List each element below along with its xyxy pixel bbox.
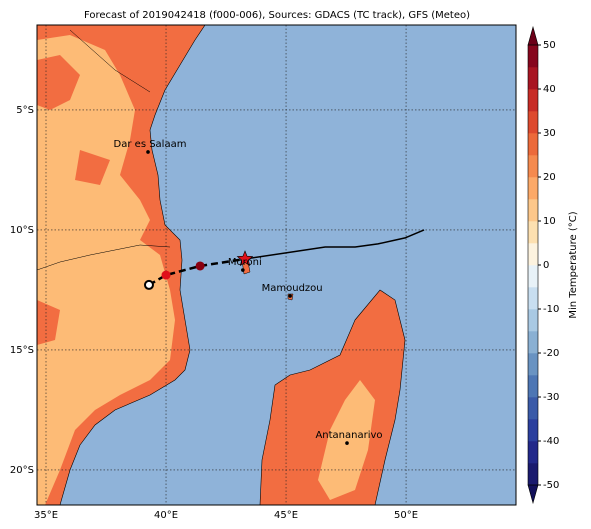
x-tick-label: 40°E xyxy=(154,510,178,521)
colorbar-tick-label: -20 xyxy=(543,348,559,359)
colorbar-tick-label: 30 xyxy=(543,128,556,139)
colorbar-band xyxy=(528,67,538,90)
colorbar-band xyxy=(528,177,538,200)
colorbar-band xyxy=(528,375,538,398)
colorbar-tick-label: 50 xyxy=(543,40,556,51)
colorbar-tick-label: -30 xyxy=(543,392,559,403)
colorbar-band xyxy=(528,441,538,464)
x-tick-label: 35°E xyxy=(34,510,58,521)
city-dot xyxy=(345,441,349,445)
city-label: Mamoudzou xyxy=(262,283,323,294)
y-tick-label: 20°S xyxy=(10,465,34,476)
x-tick-label: 45°E xyxy=(274,510,298,521)
storm-forecast xyxy=(161,270,171,280)
colorbar-band xyxy=(528,133,538,156)
colorbar-band xyxy=(528,221,538,244)
map-area xyxy=(36,24,516,506)
colorbar-band xyxy=(528,45,538,68)
y-tick-label: 15°S xyxy=(10,345,34,356)
colorbar-band xyxy=(528,463,538,486)
dynamic-layer: 35°E 40°E 45°E 50°E 5°S 10°S 15°S 20°S Dar es Sa… xyxy=(10,25,579,521)
colorbar-tick-label: -50 xyxy=(543,480,559,491)
border xyxy=(36,29,171,271)
colorbar-band xyxy=(528,199,538,222)
city-label: Moroni xyxy=(228,257,262,268)
colorbar-tick-label: 10 xyxy=(543,216,556,227)
colorbar-label: Min Temperature (°C) xyxy=(568,211,579,318)
colorbar-tick-label: -10 xyxy=(543,304,559,315)
africa-highland xyxy=(37,35,175,505)
colorbar-band xyxy=(528,353,538,376)
africa-lowland xyxy=(37,55,110,345)
map-title: Forecast of 2019042418 (f000-006), Sourc… xyxy=(84,10,470,21)
city-label: Dar es Salaam xyxy=(114,139,187,150)
colorbar-band xyxy=(528,309,538,332)
forecast-track xyxy=(148,257,246,287)
colorbar-band xyxy=(528,265,538,288)
city-dot xyxy=(288,294,292,298)
colorbar-tick-label: 40 xyxy=(543,84,556,95)
colorbar-band xyxy=(528,419,538,442)
colorbar-band xyxy=(528,397,538,420)
colorbar-band xyxy=(528,155,538,178)
colorbar-over xyxy=(527,25,539,46)
map-frame xyxy=(36,24,517,506)
colorbar-band xyxy=(528,287,538,310)
y-tick-label: 10°S xyxy=(10,225,34,236)
colorbar-band xyxy=(528,89,538,112)
city-label: Antananarivo xyxy=(315,430,382,441)
colorbar-band xyxy=(528,111,538,134)
city-dot xyxy=(241,268,245,272)
x-tick-label: 50°E xyxy=(394,510,418,521)
storm-forecast xyxy=(143,279,154,290)
storm-current xyxy=(236,250,254,267)
colorbar-under xyxy=(527,484,539,505)
colorbar-tick-label: -40 xyxy=(543,436,559,447)
colorbar-tick-label: 0 xyxy=(543,260,549,271)
storm-forecast xyxy=(195,261,205,271)
colorbar-band xyxy=(528,243,538,266)
observed-track xyxy=(244,229,425,260)
city-dot xyxy=(146,150,150,154)
colorbar-tick-label: 20 xyxy=(543,172,556,183)
y-tick-label: 5°S xyxy=(16,105,34,116)
colorbar-band xyxy=(528,331,538,354)
